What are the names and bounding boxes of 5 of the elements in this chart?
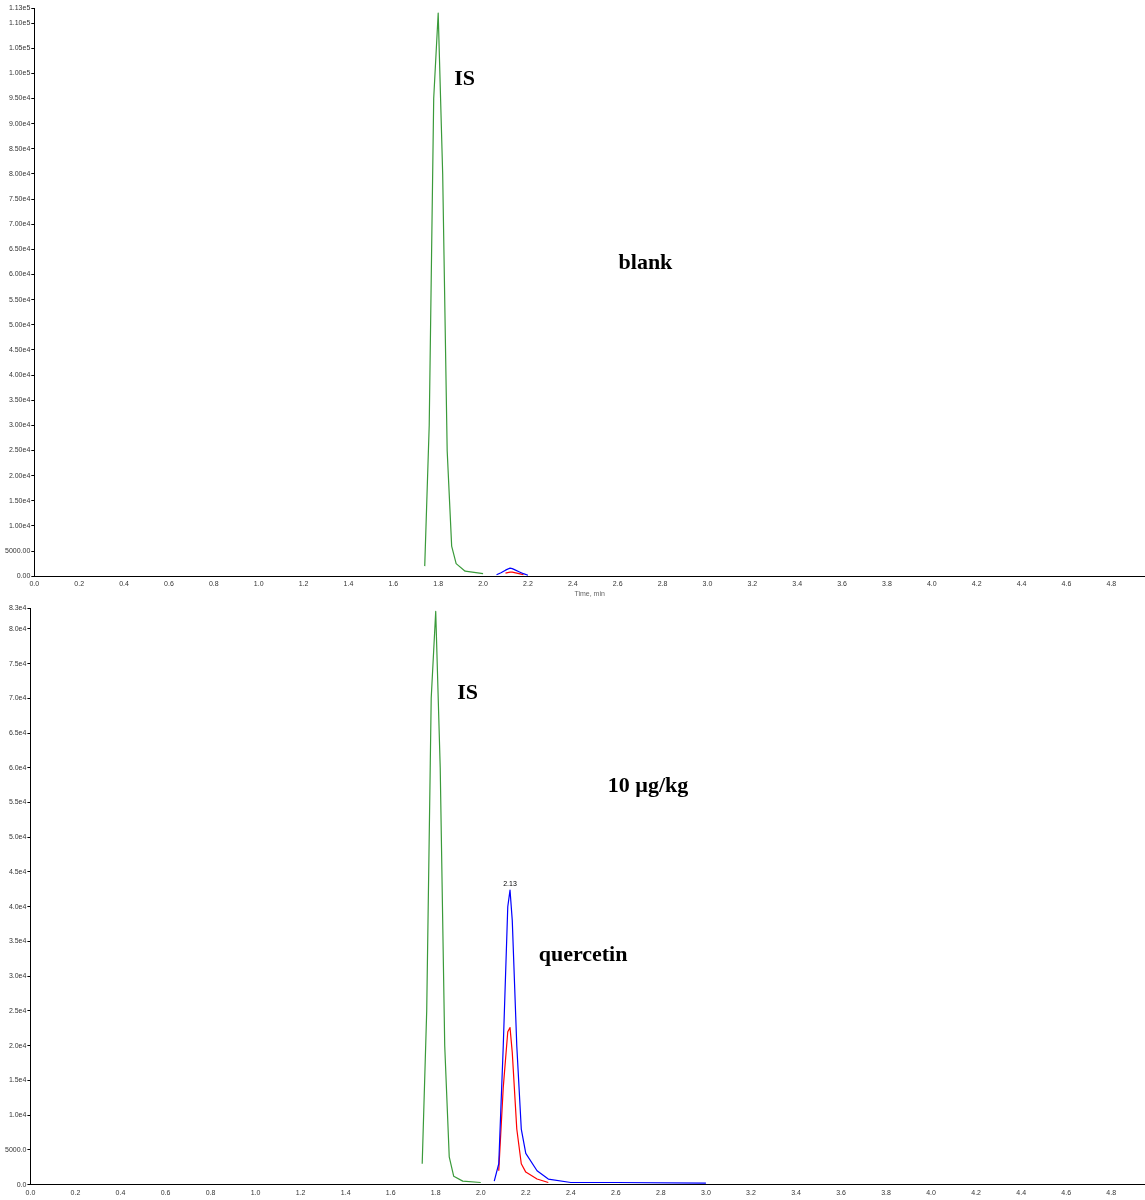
annotation: IS <box>457 679 479 705</box>
text: 10 µg/kg <box>607 772 689 798</box>
annotation: IS <box>454 64 475 90</box>
text: blank <box>618 249 674 275</box>
annotation: quercetin <box>538 941 628 967</box>
